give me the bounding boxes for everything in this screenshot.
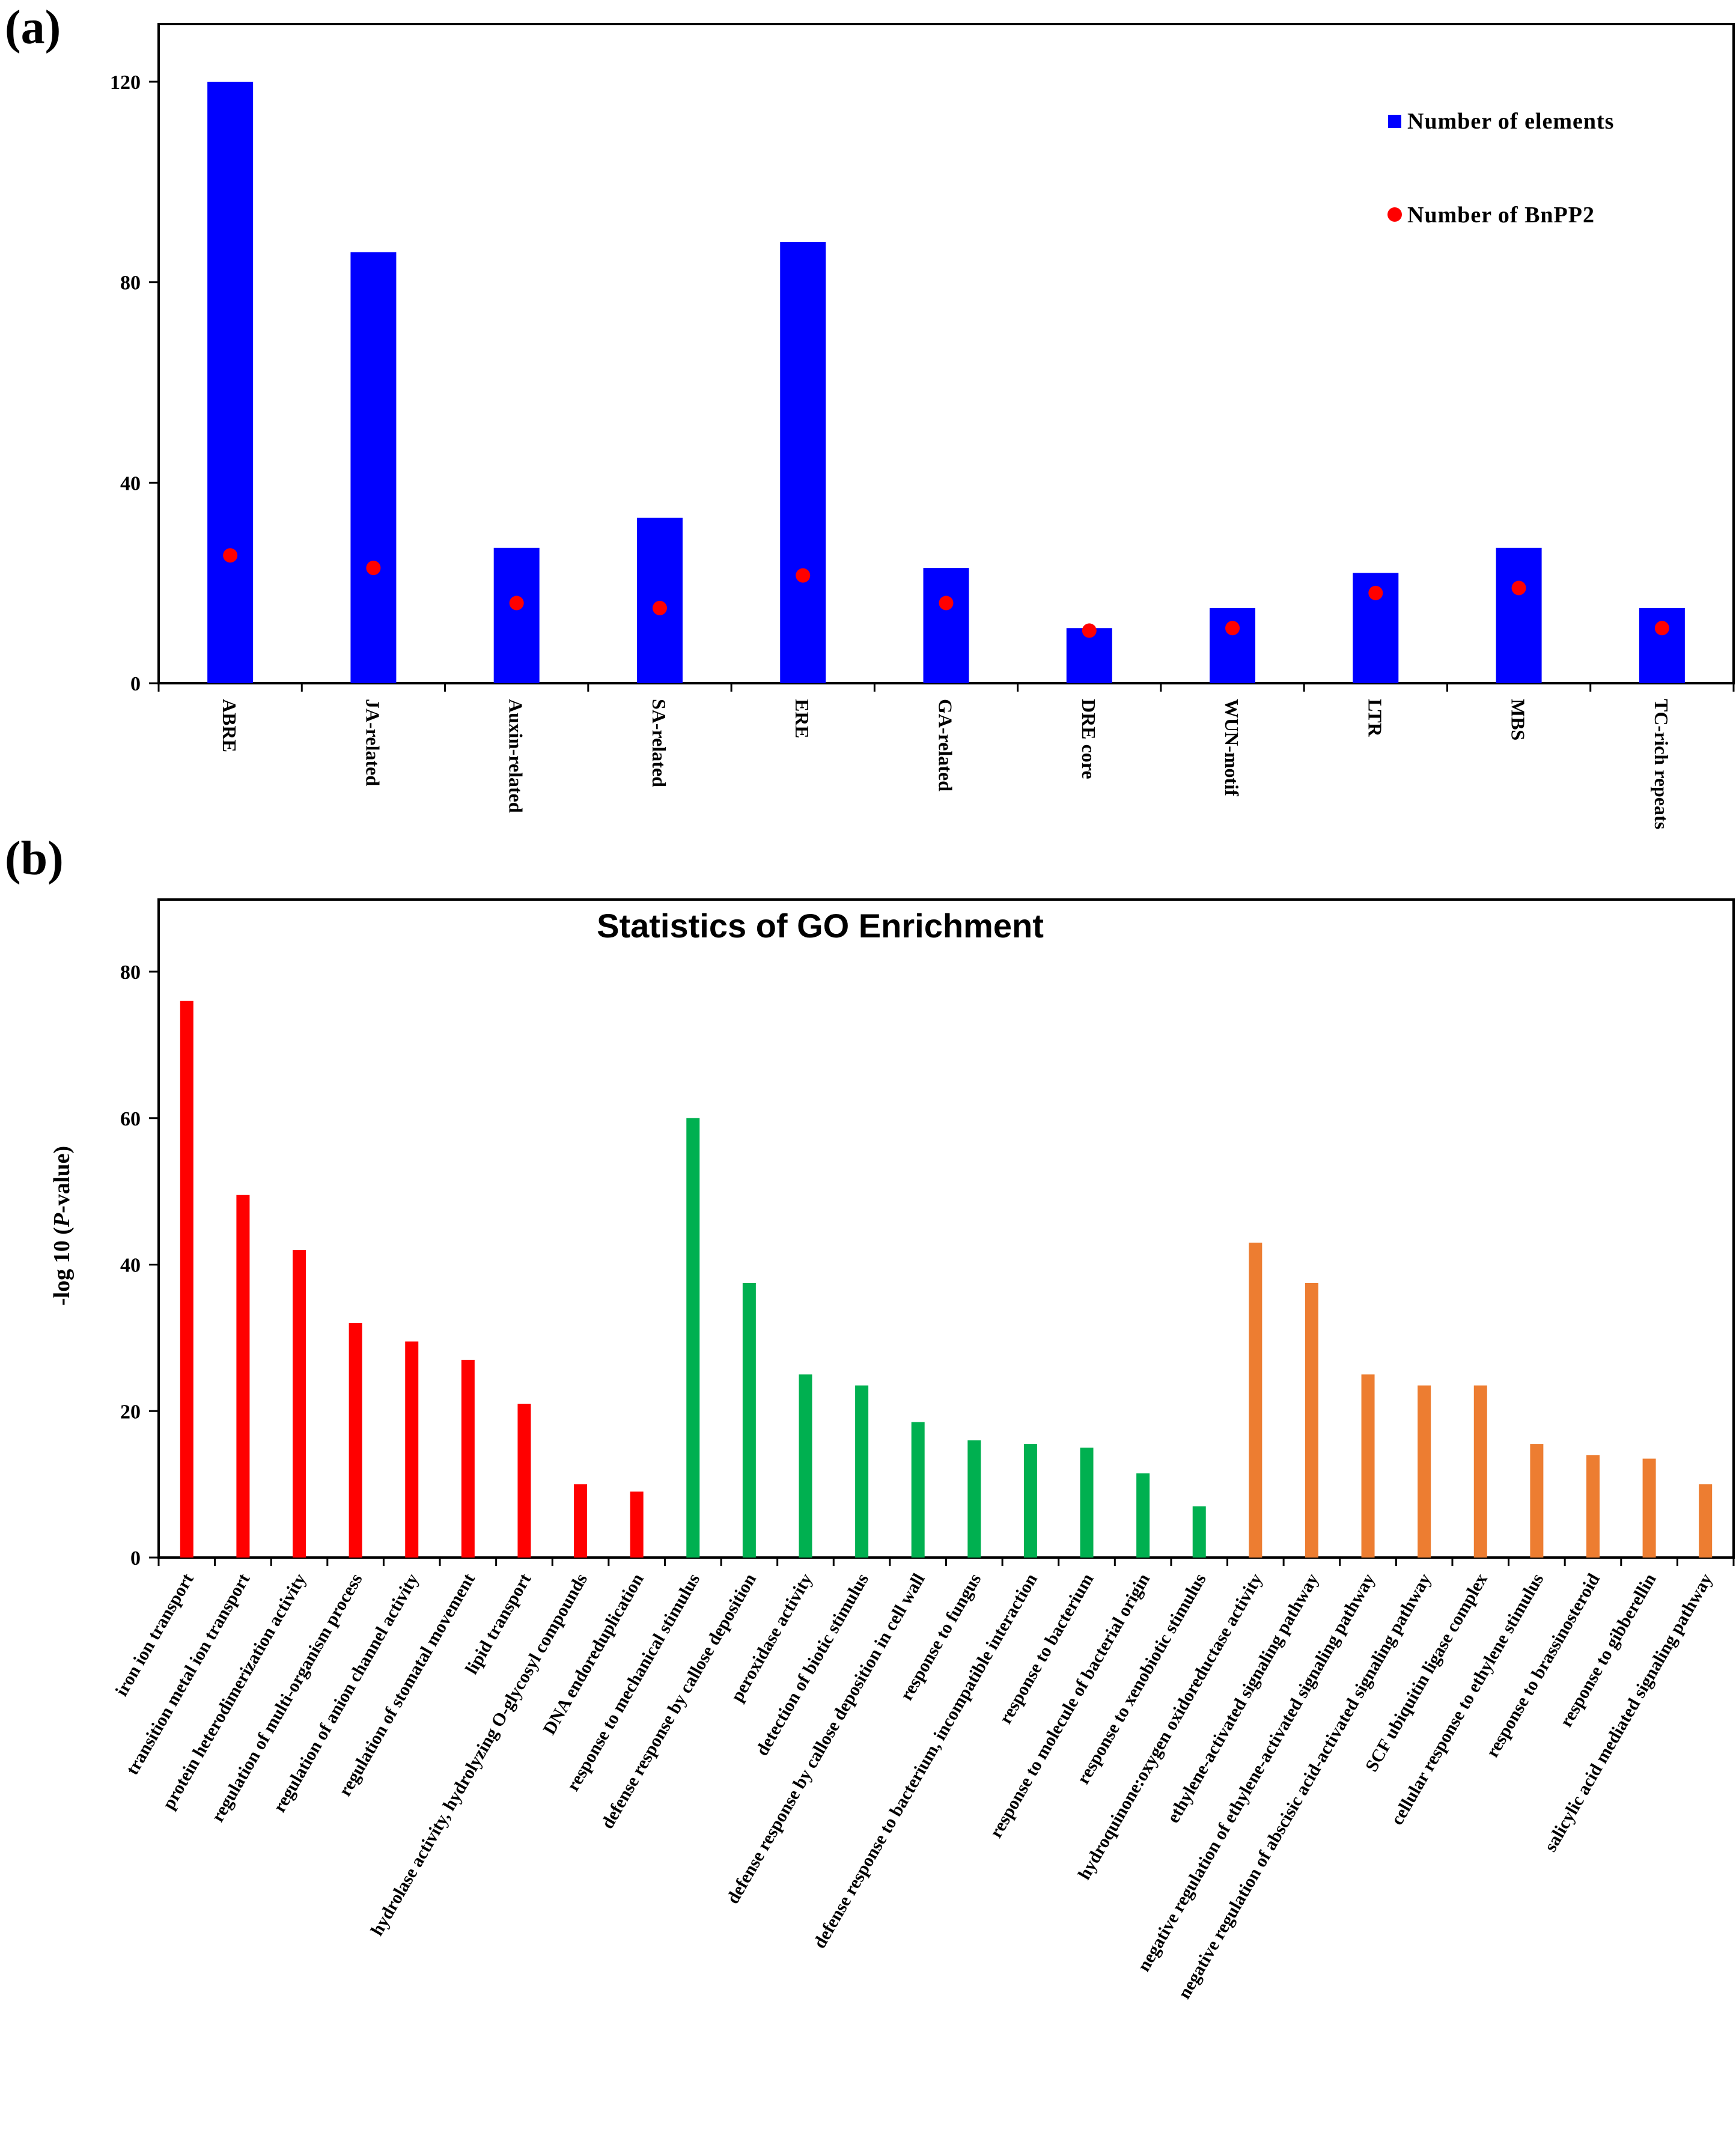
b-bar-21: [1305, 1282, 1318, 1558]
a-y-tick-label: 120: [110, 72, 141, 94]
b-bar-22: [1361, 1374, 1375, 1558]
b-bar-18: [1136, 1473, 1150, 1558]
a-marker-abre: [223, 548, 238, 563]
a-bar-sa-related: [636, 517, 683, 683]
a-bar-tc-rich-repeats: [1639, 608, 1685, 683]
b-bar-3: [293, 1250, 306, 1558]
a-marker-tc-rich-repeats: [1654, 621, 1669, 636]
a-marker-ere: [796, 568, 811, 583]
a-y-tick-label: 40: [120, 472, 141, 495]
b-bar-16: [1023, 1444, 1037, 1558]
a-x-category-label: WUN-motif: [1221, 699, 1243, 796]
b-x-category-label: detection of biotic stimulus: [752, 1570, 873, 1759]
a-bar-auxin-related: [493, 547, 540, 683]
panel-b-title: Statistics of GO Enrichment: [597, 907, 1044, 945]
b-x-category-label: response to brassinosteroid: [1482, 1570, 1604, 1761]
b-bar-9: [630, 1491, 644, 1558]
panel-b-y-axis-label: -log 10 (P-value): [49, 1146, 75, 1306]
panel-a-legend: Number of elements Number of BnPP2: [1387, 109, 1614, 228]
a-marker-auxin-related: [509, 595, 524, 611]
b-x-category-label: hydrolase activity, hydrolyzing O-glycos…: [367, 1570, 591, 1939]
b-bar-5: [405, 1341, 419, 1558]
b-bar-14: [911, 1422, 925, 1558]
a-x-category-label: MBS: [1508, 699, 1529, 740]
b-bar-1: [180, 1001, 193, 1558]
b-bar-15: [967, 1440, 981, 1558]
a-bar-mbs: [1496, 547, 1542, 683]
b-bar-24: [1473, 1385, 1487, 1558]
a-bar-wun-motif: [1210, 608, 1256, 683]
b-y-tick-label: 0: [130, 1547, 141, 1570]
a-x-category-label: DRE core: [1078, 699, 1100, 779]
b-bar-27: [1642, 1458, 1656, 1558]
a-bar-ga-related: [923, 568, 969, 683]
panel-b-chart: (b) Statistics of GO Enrichment -log 10 …: [5, 832, 1735, 2002]
a-x-category-label: ABRE: [219, 699, 240, 752]
a-bar-ja-related: [350, 252, 397, 683]
legend-bar-label: Number of elements: [1407, 109, 1614, 134]
b-bar-17: [1080, 1448, 1094, 1558]
b-bar-4: [349, 1323, 362, 1558]
a-marker-dre-core: [1082, 623, 1097, 638]
a-bar-abre: [207, 82, 254, 683]
b-bar-26: [1586, 1455, 1600, 1558]
a-marker-mbs: [1511, 580, 1526, 595]
a-y-tick-label: 80: [120, 272, 141, 294]
a-marker-ltr: [1368, 585, 1383, 600]
a-y-tick-label: 0: [130, 673, 141, 695]
a-bar-ere: [780, 242, 826, 683]
b-bar-28: [1699, 1484, 1713, 1558]
legend-marker-swatch: [1387, 207, 1402, 222]
b-y-tick-label: 20: [120, 1401, 141, 1423]
legend-bar-swatch: [1388, 115, 1401, 128]
b-bar-7: [517, 1404, 531, 1558]
b-bar-6: [461, 1359, 475, 1558]
b-bar-12: [799, 1374, 812, 1558]
b-x-category-label: response to gibberellin: [1556, 1570, 1660, 1731]
b-x-category-label: DNA endoreduplication: [539, 1570, 648, 1738]
b-bar-2: [236, 1195, 250, 1558]
b-bar-11: [742, 1282, 756, 1558]
a-marker-wun-motif: [1225, 621, 1240, 636]
a-marker-ga-related: [939, 595, 954, 611]
a-x-category-label: SA-related: [648, 699, 670, 787]
a-x-category-label: JA-related: [362, 699, 383, 786]
b-y-tick-label: 80: [120, 961, 141, 984]
legend-marker-label: Number of BnPP2: [1407, 203, 1595, 228]
a-marker-sa-related: [652, 600, 667, 615]
panel-a-chart: (a) 0 40 80 120 ABRE JA-related Auxin-related…: [5, 1, 1735, 829]
a-x-category-label: TC-rich repeats: [1651, 699, 1672, 829]
b-y-tick-label: 60: [120, 1108, 141, 1130]
b-bar-10: [686, 1118, 700, 1558]
a-x-category-label: Auxin-related: [505, 699, 527, 813]
a-x-category-label: GA-related: [935, 699, 957, 791]
b-bar-20: [1249, 1242, 1262, 1558]
b-bar-23: [1418, 1385, 1431, 1558]
panel-b-plot-frame: [157, 898, 1735, 1559]
b-bar-8: [574, 1484, 588, 1558]
a-x-category-label: LTR: [1364, 699, 1386, 737]
b-bar-19: [1192, 1506, 1206, 1558]
b-bar-25: [1530, 1444, 1544, 1558]
b-bar-13: [855, 1385, 869, 1558]
a-marker-ja-related: [366, 561, 381, 576]
panel-b-label: (b): [5, 832, 64, 885]
a-x-category-label: ERE: [791, 699, 813, 739]
b-y-tick-label: 40: [120, 1255, 141, 1277]
panel-a-label: (a): [5, 1, 61, 54]
